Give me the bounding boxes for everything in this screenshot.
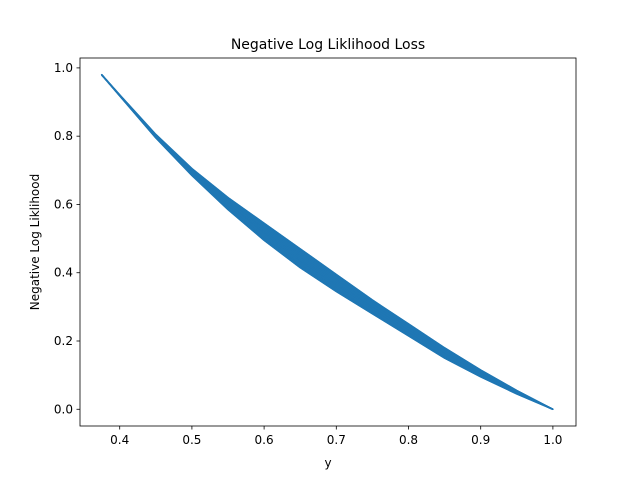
x-tick-label: 0.6 <box>255 433 274 447</box>
axes-frame <box>79 57 577 427</box>
series-layer <box>100 73 554 411</box>
chart-title: Negative Log Liklihood Loss <box>231 37 425 53</box>
x-axis-label: y <box>324 456 331 470</box>
y-tick-label: 0.8 <box>54 129 73 143</box>
x-tick-label: 0.8 <box>399 433 418 447</box>
y-tick-label: 0.2 <box>54 334 73 348</box>
y-tick-label: 1.0 <box>54 61 73 75</box>
x-axis: 0.4 0.5 0.6 0.7 0.8 0.9 1.0 <box>110 426 562 447</box>
x-tick-label: 0.4 <box>110 433 129 447</box>
y-axis: 0.0 0.2 0.4 0.6 0.8 1.0 <box>54 61 80 416</box>
y-tick-label: 0.4 <box>54 266 73 280</box>
x-tick-label: 0.9 <box>471 433 490 447</box>
x-tick-label: 0.5 <box>182 433 201 447</box>
series-line <box>101 74 554 410</box>
y-tick-label: 0.0 <box>54 402 73 416</box>
y-axis-label: Negative Log Liklihood <box>28 174 42 310</box>
y-tick-label: 0.6 <box>54 197 73 211</box>
series-main-line <box>100 74 554 411</box>
x-tick-label: 0.7 <box>327 433 346 447</box>
x-tick-label: 1.0 <box>543 433 562 447</box>
plot-area <box>79 57 577 427</box>
